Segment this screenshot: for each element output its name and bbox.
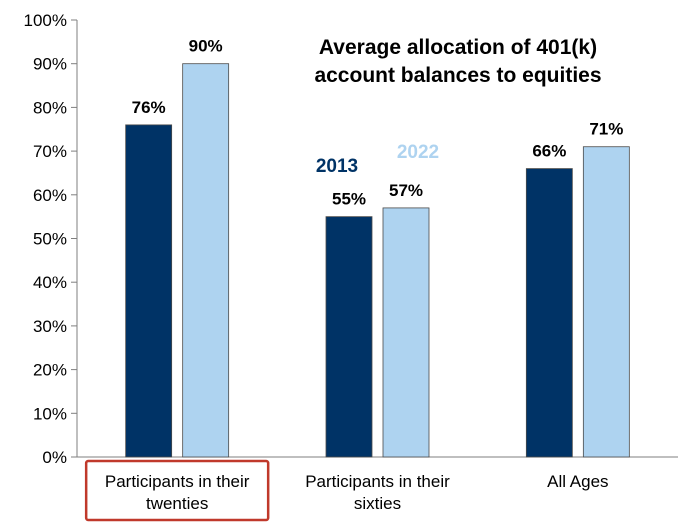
title-line: Average allocation of 401(k) [319, 36, 597, 59]
chart-title: Average allocation of 401(k) account bala… [314, 36, 601, 87]
data-label: 90% [189, 37, 223, 56]
bar-2022-0 [182, 63, 230, 458]
y-tick-label: 20% [33, 361, 67, 380]
y-tick-label: 10% [33, 404, 67, 423]
category-label: All Ages [547, 472, 608, 491]
category-label: Participants in their [105, 472, 250, 491]
bars [125, 63, 630, 458]
highlight-box [84, 459, 270, 522]
bar-2022-1 [382, 207, 430, 458]
y-tick-label: 100% [24, 11, 67, 30]
y-tick-label: 40% [33, 273, 67, 292]
bar-2013-2 [525, 168, 573, 458]
legend: 2013 2022 [316, 142, 439, 177]
y-tick-label: 90% [33, 55, 67, 74]
bar-2013-1 [325, 216, 373, 458]
bar-2022-2 [582, 146, 630, 458]
data-label: 71% [589, 120, 623, 139]
y-tick-label: 30% [33, 317, 67, 336]
legend-2022: 2022 [397, 142, 439, 163]
category-label: sixties [354, 494, 401, 513]
title-line: account balances to equities [314, 64, 601, 87]
category-labels: Participants in their twenties Participant… [84, 459, 609, 522]
y-tick-label: 50% [33, 230, 67, 249]
y-axis: 0% 10% 20% 30% 40% 50% 60% 70% 80% 90% 100% [24, 11, 678, 467]
category-label: twenties [146, 494, 208, 513]
data-label: 55% [332, 190, 366, 209]
data-label: 66% [532, 142, 566, 161]
legend-2013: 2013 [316, 156, 358, 177]
bar-2013-0 [125, 124, 173, 458]
data-label: 76% [132, 98, 166, 117]
y-tick-label: 70% [33, 142, 67, 161]
y-tick-label: 60% [33, 186, 67, 205]
category-label: Participants in their [305, 472, 450, 491]
data-label: 57% [389, 181, 423, 200]
y-tick-label: 80% [33, 98, 67, 117]
data-labels: 76% 90% 55% 57% 66% 71% [132, 37, 624, 209]
y-tick-label: 0% [42, 448, 67, 467]
